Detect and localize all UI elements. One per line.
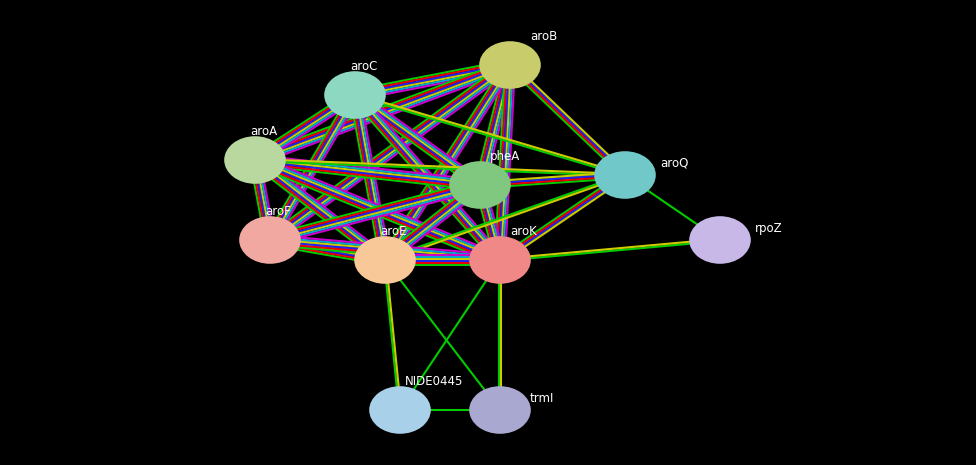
- Text: aroC: aroC: [350, 60, 378, 73]
- Ellipse shape: [354, 236, 416, 284]
- Ellipse shape: [449, 161, 510, 209]
- Text: rpoZ: rpoZ: [755, 222, 783, 235]
- Ellipse shape: [224, 136, 286, 184]
- Ellipse shape: [479, 41, 541, 89]
- Text: trmI: trmI: [530, 392, 554, 405]
- Ellipse shape: [469, 236, 531, 284]
- Ellipse shape: [594, 151, 656, 199]
- Text: aroA: aroA: [250, 125, 277, 138]
- Text: aroF: aroF: [265, 205, 291, 218]
- Ellipse shape: [324, 71, 386, 119]
- Text: aroK: aroK: [510, 225, 537, 238]
- Ellipse shape: [369, 386, 430, 434]
- Text: NIDE0445: NIDE0445: [405, 375, 464, 388]
- Ellipse shape: [239, 216, 301, 264]
- Text: aroQ: aroQ: [660, 157, 688, 170]
- Ellipse shape: [469, 386, 531, 434]
- Text: aroB: aroB: [530, 30, 557, 43]
- Text: pheA: pheA: [490, 150, 520, 163]
- Text: aroE: aroE: [380, 225, 406, 238]
- Ellipse shape: [689, 216, 751, 264]
